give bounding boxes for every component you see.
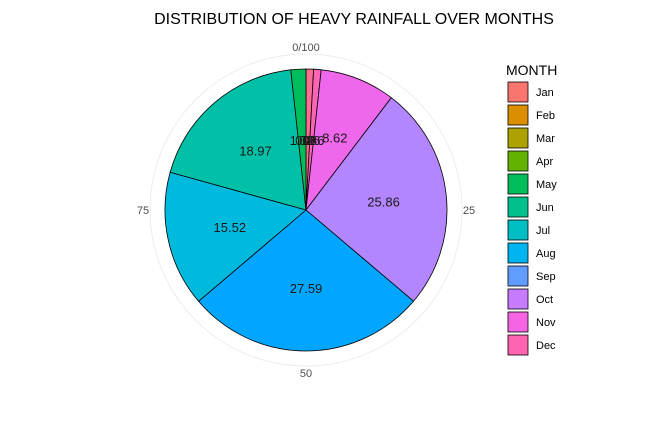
- slice-value-label-nov: 0.86: [299, 133, 324, 148]
- legend-key-may: [507, 173, 529, 195]
- legend-label-oct: Oct: [536, 294, 553, 306]
- slice-value-label-aug: 27.59: [290, 281, 323, 296]
- legend-label-may: May: [536, 179, 557, 191]
- legend-label-jul: Jul: [536, 225, 550, 237]
- slice-value-label-jun: 18.97: [239, 144, 272, 159]
- legend-key-nov: [507, 311, 529, 333]
- legend-label-aug: Aug: [536, 248, 556, 260]
- legend-key-jan: [507, 81, 529, 103]
- legend: Jan Feb Mar Apr May Jun Jul Aug Sep Oct Nov Dec: [507, 81, 557, 356]
- legend-key-jul: [507, 219, 529, 241]
- legend-key-feb: [507, 104, 529, 126]
- pie-slice-aug: [197, 209, 415, 352]
- slice-value-label-may: 1.72: [290, 133, 315, 148]
- legend-key-apr: [507, 150, 529, 172]
- pie-slice-may: [290, 68, 307, 211]
- legend-label-dec: Dec: [536, 340, 556, 352]
- axis-tick-label-50: 50: [300, 368, 312, 380]
- legend-key-jun: [507, 196, 529, 218]
- axis-tick-label-0-100: 0/100: [292, 42, 320, 54]
- slice-value-label-mar: 0: [302, 133, 309, 148]
- legend-key-sep: [507, 265, 529, 287]
- chart-title: DISTRIBUTION OF HEAVY RAINFALL OVER MONT…: [154, 11, 554, 28]
- slice-value-label-apr: 0: [302, 133, 309, 148]
- polar-grid-circle: [149, 53, 463, 367]
- legend-label-nov: Nov: [536, 317, 556, 329]
- slice-value-label-feb: 0: [302, 133, 309, 148]
- axis-tick-label-25: 25: [463, 205, 475, 217]
- angular-axis-labels: 0/100 25 50 75: [137, 42, 475, 380]
- legend-label-jan: Jan: [536, 87, 554, 99]
- slice-value-label-dec: 0.86: [295, 133, 320, 148]
- slice-value-label-sep: 25.86: [367, 195, 400, 210]
- legend-title: MONTH: [506, 62, 557, 78]
- legend-key-mar: [507, 127, 529, 149]
- legend-key-oct: [507, 288, 529, 310]
- slice-value-label-oct: 8.62: [322, 131, 347, 146]
- pie-slices: [164, 68, 448, 352]
- legend-label-mar: Mar: [536, 133, 555, 145]
- legend-label-feb: Feb: [536, 110, 555, 122]
- slice-value-label-jul: 15.52: [214, 220, 247, 235]
- legend-label-sep: Sep: [536, 271, 556, 283]
- axis-tick-label-75: 75: [137, 205, 149, 217]
- pie-slice-jul: [164, 171, 307, 302]
- slice-value-label-jan: 0: [302, 133, 309, 148]
- pie-slice-jun: [169, 69, 307, 211]
- legend-label-apr: Apr: [536, 156, 553, 168]
- legend-key-aug: [507, 242, 529, 264]
- legend-label-jun: Jun: [536, 202, 554, 214]
- legend-key-dec: [507, 334, 529, 356]
- pie-slice-sep: [305, 97, 448, 302]
